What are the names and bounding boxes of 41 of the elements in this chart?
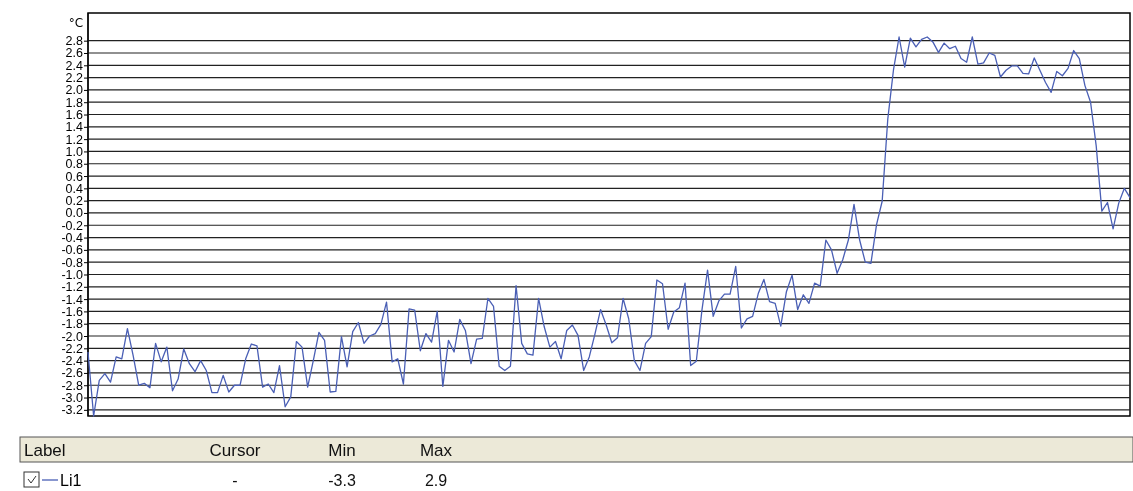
y-tick-label: 1.0: [65, 144, 84, 159]
y-tick-label: -0.8: [61, 255, 84, 270]
text: Label: [24, 441, 66, 460]
y-tick-label: -1.6: [61, 304, 84, 319]
y-tick-label: 1.6: [65, 108, 84, 123]
text: -: [232, 472, 238, 489]
y-tick-label: 0.8: [65, 157, 84, 172]
legend-label: Li1: [60, 472, 82, 489]
y-tick-label: 0.0: [65, 206, 84, 221]
y-tick-label: 2.2: [65, 71, 84, 86]
y-axis-title: °C: [68, 16, 84, 30]
y-tick-label: 0.2: [65, 194, 84, 209]
y-tick-label: 2.0: [65, 83, 84, 98]
y-tick-label: 2.4: [65, 58, 84, 73]
y-tick-label: -0.4: [61, 231, 84, 246]
y-tick-label: -1.4: [61, 292, 84, 307]
text: Max: [419, 441, 453, 460]
text: -3.3: [328, 472, 356, 489]
y-tick-label: 1.4: [65, 120, 84, 135]
y-tick-label: -2.4: [61, 354, 84, 369]
y-tick-label: -2.2: [61, 341, 84, 356]
y-tick-label: -0.6: [61, 243, 84, 258]
y-tick-label: 2.6: [65, 46, 84, 61]
y-tick-label: 0.6: [65, 169, 84, 184]
y-tick-label: -0.2: [61, 218, 84, 233]
line-series: [87, 36, 1131, 417]
text: 2.9: [424, 472, 448, 489]
y-tick-label: -1.8: [61, 317, 84, 332]
y-tick-label: -1.2: [61, 280, 84, 295]
y-tick-label: 2.8: [65, 34, 84, 49]
y-tick-label: -1.0: [61, 267, 84, 282]
text: Min: [328, 441, 356, 460]
y-tick-label: -3.0: [61, 391, 84, 406]
y-tick-label: -2.6: [61, 366, 84, 381]
y-tick-label: -3.2: [61, 403, 84, 418]
y-tick-label: -2.0: [61, 329, 84, 344]
y-tick-label: 1.2: [65, 132, 84, 147]
y-tick-label: -2.8: [61, 378, 84, 393]
y-tick-label: 0.4: [65, 181, 84, 196]
text: Cursor: [209, 441, 261, 460]
y-tick-label: 1.8: [65, 95, 84, 110]
